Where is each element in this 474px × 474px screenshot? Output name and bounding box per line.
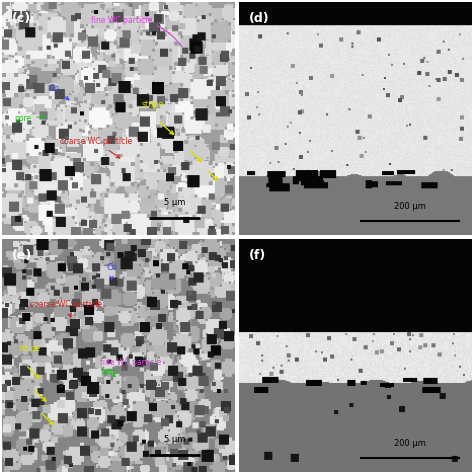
Text: Co: Co — [106, 263, 117, 280]
Text: stripe: stripe — [18, 344, 41, 353]
Text: fine WC particle: fine WC particle — [91, 17, 182, 46]
Text: 200 μm: 200 μm — [394, 439, 426, 448]
Text: (f): (f) — [249, 249, 266, 262]
Text: 200 μm: 200 μm — [394, 202, 426, 211]
Text: pore: pore — [100, 367, 117, 376]
Text: 5 μm: 5 μm — [164, 435, 185, 444]
Text: (d): (d) — [249, 12, 269, 25]
Text: Co: Co — [49, 84, 69, 100]
Text: (c): (c) — [12, 12, 31, 25]
Text: pore: pore — [14, 114, 45, 123]
Text: 5 μm: 5 μm — [164, 198, 185, 207]
Text: (e): (e) — [12, 249, 32, 262]
Text: stripe: stripe — [142, 100, 164, 109]
Text: fine WC particle: fine WC particle — [100, 358, 161, 372]
Text: coarse WC particle: coarse WC particle — [30, 300, 102, 317]
Text: coarse WC particle: coarse WC particle — [61, 137, 133, 158]
